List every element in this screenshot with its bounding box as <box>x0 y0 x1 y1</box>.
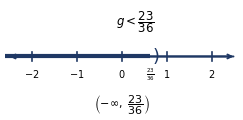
Text: $\frac{23}{36}$: $\frac{23}{36}$ <box>146 66 155 83</box>
Text: $)$: $)$ <box>152 46 159 66</box>
Text: $g < \dfrac{23}{36}$: $g < \dfrac{23}{36}$ <box>116 9 154 35</box>
Text: $\left(-\infty,\ \dfrac{23}{36}\right)$: $\left(-\infty,\ \dfrac{23}{36}\right)$ <box>94 93 149 117</box>
Text: $-2$: $-2$ <box>24 68 39 80</box>
Text: $0$: $0$ <box>118 68 125 80</box>
Text: $1$: $1$ <box>163 68 170 80</box>
Text: $-1$: $-1$ <box>69 68 84 80</box>
Text: $2$: $2$ <box>208 68 215 80</box>
